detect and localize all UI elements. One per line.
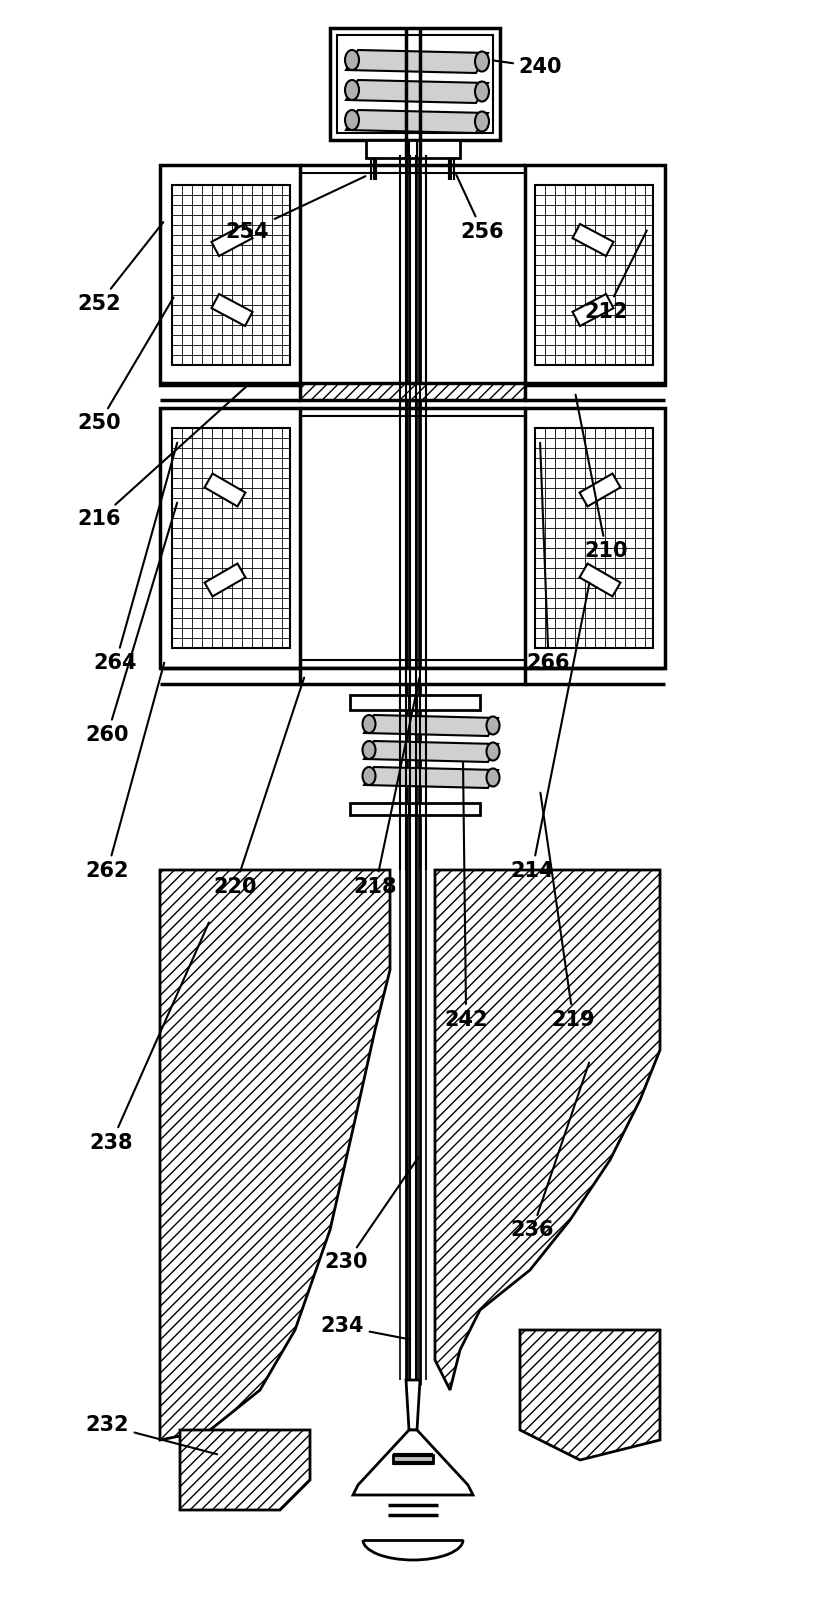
Ellipse shape <box>487 716 499 735</box>
Text: 252: 252 <box>78 222 163 313</box>
Ellipse shape <box>345 50 359 70</box>
Text: 240: 240 <box>493 58 562 77</box>
Polygon shape <box>211 224 252 256</box>
Polygon shape <box>364 767 498 788</box>
Polygon shape <box>346 50 488 74</box>
Text: 220: 220 <box>214 678 304 896</box>
Bar <box>366 141 460 158</box>
Bar <box>350 804 480 815</box>
Polygon shape <box>205 564 246 596</box>
Polygon shape <box>579 473 620 507</box>
Bar <box>160 407 300 668</box>
Ellipse shape <box>345 80 359 101</box>
Polygon shape <box>364 741 498 762</box>
Ellipse shape <box>345 110 359 129</box>
Bar <box>525 407 665 668</box>
Text: 236: 236 <box>511 1063 589 1240</box>
Text: 250: 250 <box>78 297 173 433</box>
Polygon shape <box>579 564 620 596</box>
Text: 210: 210 <box>576 395 628 561</box>
Bar <box>350 695 480 710</box>
Polygon shape <box>346 110 488 133</box>
Text: 232: 232 <box>86 1416 217 1454</box>
Polygon shape <box>180 1430 310 1510</box>
Text: 214: 214 <box>511 583 589 880</box>
Text: 260: 260 <box>86 503 177 745</box>
Polygon shape <box>353 1430 473 1496</box>
Text: 266: 266 <box>527 443 570 673</box>
Text: 234: 234 <box>321 1317 410 1339</box>
Text: 230: 230 <box>325 1157 418 1272</box>
Text: 219: 219 <box>540 793 595 1029</box>
Polygon shape <box>573 224 614 256</box>
Ellipse shape <box>362 767 375 785</box>
Polygon shape <box>406 1381 420 1430</box>
Ellipse shape <box>362 714 375 733</box>
Text: 264: 264 <box>94 443 177 673</box>
Ellipse shape <box>362 741 375 759</box>
Polygon shape <box>435 869 660 1390</box>
Text: 212: 212 <box>585 230 647 321</box>
Polygon shape <box>573 294 614 326</box>
Text: 256: 256 <box>456 174 504 241</box>
Text: 242: 242 <box>445 762 488 1029</box>
Bar <box>172 428 290 649</box>
Ellipse shape <box>487 743 499 761</box>
Text: 254: 254 <box>226 176 365 241</box>
Polygon shape <box>346 80 488 102</box>
Bar <box>535 428 653 649</box>
Polygon shape <box>211 294 252 326</box>
Text: 238: 238 <box>90 922 209 1152</box>
Bar <box>160 165 300 385</box>
Polygon shape <box>205 473 246 507</box>
Ellipse shape <box>475 51 489 72</box>
Ellipse shape <box>475 81 489 102</box>
Bar <box>337 35 493 133</box>
Text: 216: 216 <box>78 387 246 529</box>
Ellipse shape <box>475 112 489 131</box>
Bar <box>300 668 525 684</box>
Text: 262: 262 <box>86 663 164 880</box>
Polygon shape <box>520 1330 660 1461</box>
Bar <box>525 165 665 385</box>
Bar <box>535 185 653 364</box>
Text: 218: 218 <box>354 678 419 896</box>
Polygon shape <box>160 869 390 1440</box>
Bar <box>330 29 500 141</box>
Bar <box>172 185 290 364</box>
Bar <box>300 384 525 400</box>
Bar <box>393 1456 433 1464</box>
Polygon shape <box>364 714 498 737</box>
Ellipse shape <box>487 769 499 786</box>
